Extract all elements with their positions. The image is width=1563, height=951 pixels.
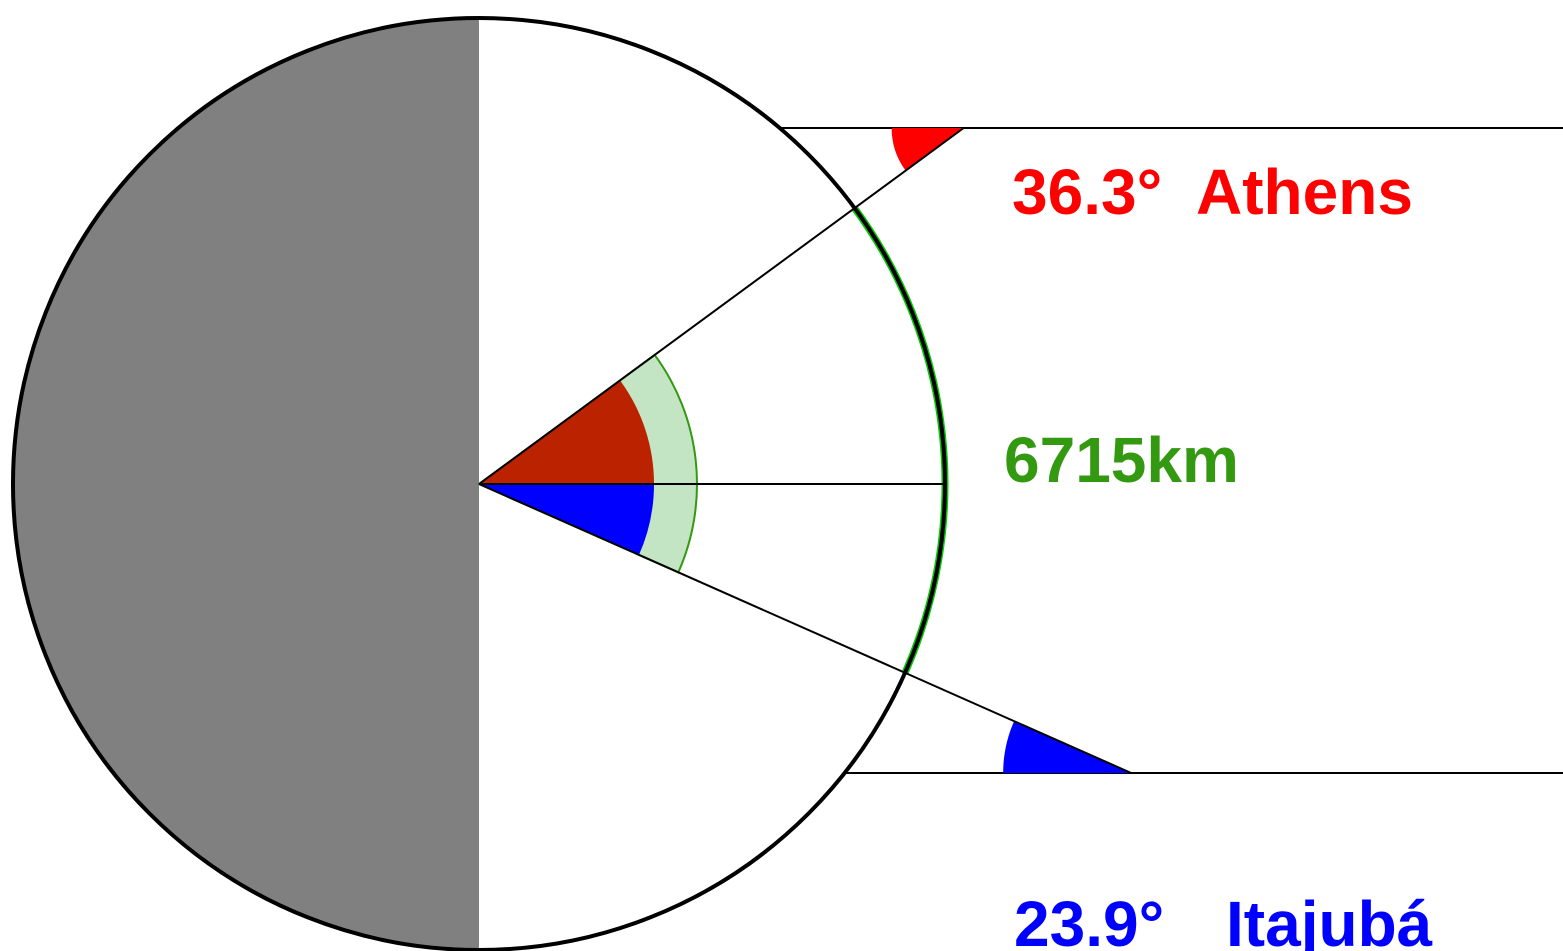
athens-city-label: Athens	[1196, 156, 1413, 228]
itajuba-central-angle-wedge	[479, 484, 654, 555]
itajuba-sun-angle-wedge	[1003, 721, 1132, 773]
itajuba-angle-label: 23.9°	[1014, 888, 1164, 951]
distance-label: 6715km	[1004, 424, 1239, 496]
earth-night-side	[13, 18, 479, 950]
athens-radial-line	[478, 127, 965, 485]
itajuba-city-label: Itajubá	[1226, 888, 1433, 951]
athens-angle-label: 36.3°	[1012, 156, 1162, 228]
athens-sun-angle-wedge	[891, 128, 964, 171]
itajuba-radial-line	[478, 483, 1132, 774]
athens-central-angle-wedge	[479, 380, 654, 484]
